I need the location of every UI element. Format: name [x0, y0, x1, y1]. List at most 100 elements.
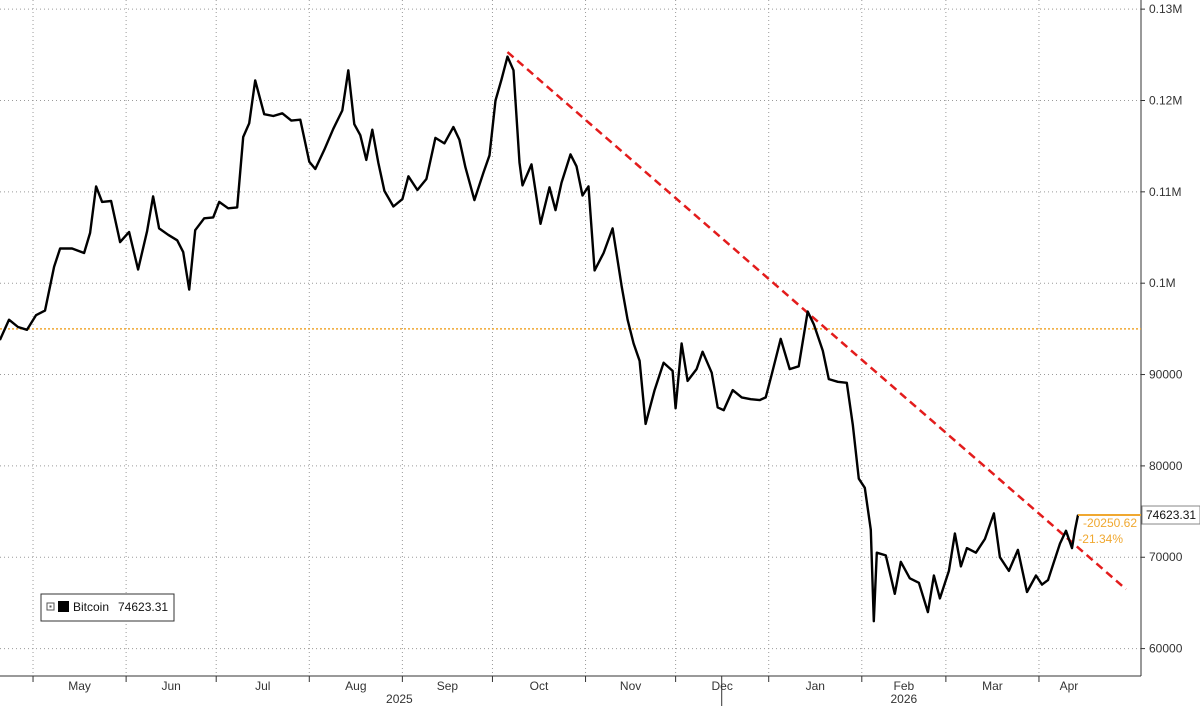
y-tick-label: 60000 — [1149, 642, 1183, 656]
data-point — [416, 189, 419, 191]
data-point — [236, 206, 238, 209]
data-point — [353, 123, 356, 125]
data-point — [1059, 542, 1061, 545]
data-point — [894, 593, 896, 595]
series-group — [0, 55, 1080, 623]
data-point — [521, 184, 524, 187]
y-axis: 60000 70000 80000 90000 0.1M 0.11M 0.12M 0.13M — [1140, 0, 1183, 676]
data-point — [587, 185, 590, 188]
data-point — [1071, 547, 1073, 549]
data-point — [89, 232, 91, 234]
data-point — [749, 398, 752, 401]
data-point — [392, 205, 395, 208]
legend-series-value: 74623.31 — [118, 600, 168, 614]
data-point — [272, 115, 275, 117]
x-tick-label: Jun — [161, 679, 180, 693]
data-point — [722, 409, 725, 412]
data-point — [182, 251, 184, 253]
data-point — [939, 597, 941, 600]
data-point — [999, 556, 1001, 558]
legend-box: Bitcoin 74623.31 — [40, 593, 175, 622]
data-point — [314, 168, 317, 170]
data-point — [984, 538, 986, 540]
data-point — [203, 217, 205, 220]
data-point — [828, 378, 830, 380]
data-point — [638, 360, 641, 362]
data-point — [365, 159, 368, 161]
data-point — [347, 69, 350, 72]
data-point — [506, 55, 509, 58]
data-point — [710, 371, 713, 374]
x-tick-label: May — [68, 679, 91, 693]
data-point — [263, 113, 266, 115]
data-point — [482, 171, 485, 174]
data-point — [797, 365, 800, 368]
x-tick-label: Nov — [620, 679, 641, 693]
data-point — [83, 252, 85, 254]
data-point — [218, 201, 220, 203]
data-point — [158, 227, 160, 230]
y-tick-label: 0.1M — [1149, 276, 1176, 290]
data-point — [452, 126, 455, 128]
change-percent-annotation: -21.34% — [1078, 532, 1123, 546]
data-point — [71, 247, 73, 250]
data-point — [960, 565, 962, 568]
data-point — [44, 309, 46, 312]
data-point — [35, 314, 37, 317]
data-point — [383, 190, 386, 192]
data-point — [518, 161, 521, 164]
data-point — [581, 194, 584, 197]
data-point — [626, 318, 629, 321]
data-point — [212, 216, 214, 219]
data-point — [401, 198, 404, 200]
data-point — [716, 406, 719, 409]
data-point — [377, 161, 380, 164]
data-point — [332, 128, 335, 130]
data-point — [242, 136, 244, 138]
data-point — [128, 231, 130, 233]
data-point — [870, 529, 872, 531]
data-point — [1041, 583, 1043, 586]
data-point — [167, 234, 169, 236]
data-point — [95, 185, 97, 188]
change-absolute-annotation: -20250.62 — [1083, 516, 1137, 530]
data-point — [674, 407, 677, 410]
data-point — [822, 350, 824, 352]
data-point — [569, 153, 572, 156]
data-point — [873, 620, 875, 622]
year-label: 2025 — [386, 692, 413, 706]
grid-lines — [0, 0, 1141, 676]
x-tick-label: Oct — [530, 679, 549, 693]
data-point — [864, 487, 866, 489]
data-point — [806, 310, 809, 313]
data-point — [407, 175, 410, 178]
data-point — [1047, 579, 1049, 581]
y-tick-label: 0.12M — [1149, 93, 1182, 107]
y-tick-label: 70000 — [1149, 550, 1183, 564]
x-tick-label: Sep — [437, 679, 459, 693]
data-point — [425, 178, 428, 180]
legend-series-label: Bitcoin — [73, 600, 109, 614]
data-point — [434, 137, 437, 139]
x-axis: MayJunJulAugSepOctNovDecJanFebMarApr2025… — [0, 675, 1141, 706]
last-value-label: 74623.31 — [1146, 508, 1196, 522]
data-point — [966, 547, 968, 549]
data-point — [464, 166, 467, 168]
data-point — [458, 139, 461, 141]
data-point — [852, 424, 854, 426]
trendline — [506, 51, 1127, 591]
data-point — [900, 561, 902, 563]
data-point — [26, 329, 28, 331]
data-point — [560, 181, 563, 184]
data-point — [1065, 530, 1067, 532]
data-point — [933, 574, 935, 577]
data-point — [770, 373, 773, 376]
data-point — [695, 368, 698, 370]
y-tick-label: 0.13M — [1149, 2, 1182, 16]
x-tick-label: Feb — [893, 679, 914, 693]
data-point — [764, 396, 767, 399]
data-point — [512, 69, 515, 72]
data-point — [359, 134, 362, 136]
data-point — [620, 285, 623, 287]
data-point — [101, 201, 103, 203]
